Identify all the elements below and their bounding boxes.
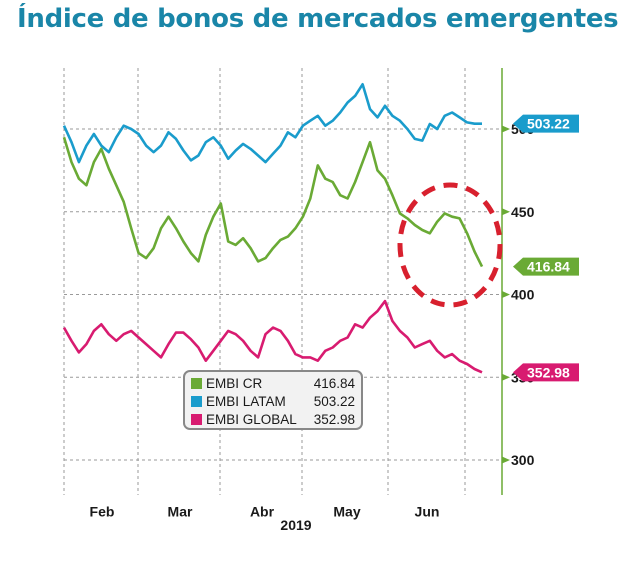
x-tick-label: Feb — [90, 504, 115, 520]
legend-label: EMBI CR — [206, 375, 263, 391]
highlight-circle — [397, 182, 503, 308]
y-tick-label: 400 — [511, 287, 535, 303]
x-tick-label: Abr — [250, 504, 275, 520]
series-line-embi-global — [62, 299, 483, 374]
series-lines — [62, 83, 484, 374]
legend-item-embi-latam: EMBI LATAM 503.22 — [191, 392, 355, 410]
legend-item-embi-cr: EMBI CR 416.84 — [191, 374, 355, 392]
legend-value: 416.84 — [313, 375, 355, 391]
y-tick-label: 300 — [511, 452, 535, 468]
y-tick-marker — [502, 373, 510, 381]
x-tick-label: Jun — [415, 504, 440, 520]
chart-title: Índice de bonos de mercados emergentes — [17, 4, 619, 34]
x-axis-labels: Feb Mar Abr May Jun 2019 — [90, 504, 440, 533]
value-badge — [513, 114, 579, 133]
legend-swatch — [191, 395, 202, 407]
legend-value: 503.22 — [313, 393, 355, 409]
y-tick-label: 450 — [511, 204, 535, 220]
y-tick-marker — [502, 456, 510, 464]
legend-swatch — [191, 377, 202, 389]
value-badge-label: 416.84 — [527, 259, 570, 275]
x-tick-label: Mar — [168, 504, 193, 520]
annotation — [397, 182, 503, 308]
x-axis-title: 2019 — [280, 517, 311, 533]
grid-lines — [63, 68, 502, 495]
value-badge — [513, 257, 579, 276]
value-badges: 503.22 416.84 352.98 — [513, 114, 579, 382]
y-tick-marker — [502, 125, 510, 133]
y-tick-marker — [502, 291, 510, 298]
x-tick-label: May — [333, 504, 360, 520]
legend: EMBI CR 416.84 EMBI LATAM 503.22 EMBI GL… — [183, 370, 363, 430]
y-tick-marker — [502, 208, 510, 216]
legend-label: EMBI GLOBAL — [206, 411, 297, 427]
series-line-embi-latam — [62, 83, 482, 164]
value-badge-label: 352.98 — [527, 364, 570, 380]
series-line-embi-cr — [62, 136, 484, 268]
legend-label: EMBI LATAM — [206, 393, 286, 409]
value-badge-label: 503.22 — [527, 116, 570, 132]
legend-value: 352.98 — [313, 411, 355, 427]
legend-item-embi-global: EMBI GLOBAL 352.98 — [191, 410, 355, 428]
value-badge — [513, 363, 579, 382]
legend-swatch — [191, 413, 202, 425]
